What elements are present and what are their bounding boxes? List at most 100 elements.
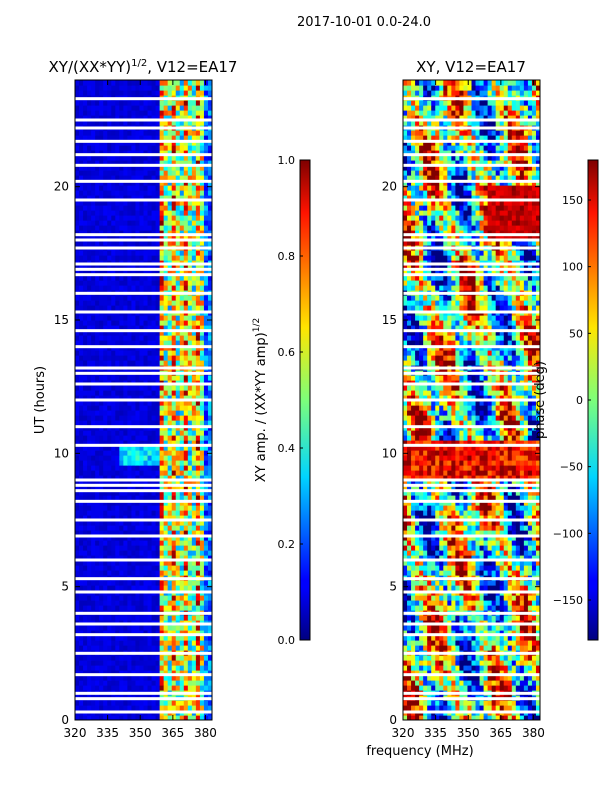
- left-heatmap-cell: [103, 170, 108, 176]
- left-heatmap-cell: [135, 605, 141, 611]
- right-heatmap-cell: [463, 660, 469, 666]
- left-heatmap-cell: [147, 585, 153, 591]
- left-heatmap-cell: [139, 100, 145, 106]
- left-heatmap-cell: [79, 570, 84, 576]
- left-heatmap-cell: [75, 625, 80, 631]
- left-heatmap-cell: [199, 565, 205, 571]
- left-heatmap-cell: [123, 455, 128, 461]
- left-heatmap-cell: [83, 440, 88, 446]
- right-heatmap-cell: [519, 700, 525, 706]
- left-heatmap-cell: [107, 325, 112, 331]
- left-heatmap-cell: [99, 560, 104, 566]
- right-heatmap-cell: [463, 670, 469, 676]
- left-heatmap-cell: [111, 220, 116, 226]
- left-heatmap-cell: [195, 350, 201, 356]
- left-heatmap-cell: [135, 560, 141, 566]
- right-heatmap-cell: [419, 665, 424, 671]
- left-heatmap-cell: [155, 220, 161, 226]
- left-heatmap-cell: [175, 410, 181, 416]
- left-heatmap-cell: [103, 240, 108, 246]
- left-heatmap-cell: [191, 220, 197, 226]
- left-heatmap-cell: [83, 200, 88, 206]
- left-heatmap-cell: [131, 550, 137, 556]
- left-heatmap-cell: [155, 185, 161, 191]
- left-heatmap-cell: [127, 150, 133, 156]
- left-heatmap-cell: [167, 700, 173, 706]
- left-heatmap-cell: [203, 285, 209, 291]
- left-heatmap-cell: [179, 390, 185, 396]
- left-heatmap-cell: [143, 225, 149, 231]
- left-heatmap-cell: [107, 645, 112, 651]
- left-heatmap-cell: [103, 675, 108, 681]
- left-heatmap-cell: [79, 635, 84, 641]
- left-heatmap-cell: [187, 280, 193, 286]
- left-heatmap-cell: [127, 595, 133, 601]
- left-heatmap-cell: [159, 280, 165, 286]
- left-heatmap-gap: [75, 518, 212, 522]
- left-heatmap-cell: [95, 420, 100, 426]
- left-heatmap-cell: [171, 505, 177, 511]
- left-heatmap-cell: [183, 600, 189, 606]
- left-heatmap-cell: [123, 250, 128, 256]
- left-heatmap-cell: [119, 525, 124, 531]
- left-heatmap-cell: [115, 80, 120, 86]
- left-colorbar-ticks: 0.00.20.40.60.81.0: [278, 154, 303, 647]
- left-heatmap-cell: [167, 635, 173, 641]
- left-heatmap-cell: [119, 325, 124, 331]
- right-heatmap-cell: [523, 660, 529, 666]
- left-heatmap-cell: [151, 625, 157, 631]
- left-heatmap-cell: [155, 130, 161, 136]
- left-heatmap-cell: [131, 525, 137, 531]
- left-heatmap-cell: [135, 640, 141, 646]
- left-heatmap-cell: [207, 400, 212, 406]
- left-heatmap-cell: [159, 130, 165, 136]
- left-heatmap-cell: [203, 115, 209, 121]
- left-heatmap-cell: [119, 655, 124, 661]
- left-heatmap-cell: [167, 600, 173, 606]
- left-heatmap-cell: [95, 100, 100, 106]
- left-heatmap-cell: [91, 700, 96, 706]
- right-heatmap-cell: [431, 670, 436, 676]
- left-heatmap-cell: [147, 165, 153, 171]
- left-heatmap-cell: [115, 465, 120, 471]
- right-heatmap-cell: [439, 700, 444, 706]
- left-heatmap-cell: [87, 295, 92, 301]
- left-heatmap-cell: [183, 440, 189, 446]
- left-heatmap-cell: [107, 120, 112, 126]
- left-heatmap-cell: [167, 355, 173, 361]
- left-heatmap-cell: [115, 715, 120, 720]
- left-heatmap-cell: [151, 390, 157, 396]
- left-heatmap-cell: [191, 275, 197, 281]
- left-heatmap-cell: [203, 665, 209, 671]
- left-heatmap-cell: [163, 220, 169, 226]
- right-heatmap-cell: [515, 680, 521, 686]
- left-heatmap-cell: [83, 145, 88, 151]
- left-heatmap-cell: [135, 395, 141, 401]
- left-heatmap-cell: [87, 350, 92, 356]
- left-heatmap-cell: [175, 225, 181, 231]
- left-heatmap-cell: [131, 450, 137, 456]
- left-heatmap-cell: [103, 340, 108, 346]
- left-heatmap-cell: [115, 385, 120, 391]
- right-heatmap-cell: [463, 665, 469, 671]
- left-heatmap-cell: [147, 115, 153, 121]
- right-heatmap-cell: [499, 665, 505, 671]
- left-heatmap-cell: [175, 325, 181, 331]
- left-heatmap-cell: [123, 205, 128, 211]
- left-heatmap-cell: [159, 565, 165, 571]
- left-heatmap-cell: [183, 685, 189, 691]
- left-heatmap-cell: [143, 115, 149, 121]
- left-heatmap-cell: [139, 605, 145, 611]
- left-heatmap-cell: [103, 385, 108, 391]
- left-heatmap-cell: [175, 625, 181, 631]
- right-heatmap-cell: [455, 640, 461, 646]
- left-heatmap-cell: [143, 150, 149, 156]
- left-heatmap-cell: [199, 390, 205, 396]
- right-heatmap-cell: [495, 670, 501, 676]
- left-heatmap-cell: [207, 85, 212, 91]
- left-heatmap-cell: [143, 555, 149, 561]
- right-heatmap-cell: [411, 685, 416, 691]
- left-heatmap-cell: [191, 560, 197, 566]
- left-heatmap-cell: [183, 110, 189, 116]
- right-heatmap-cell: [459, 655, 465, 661]
